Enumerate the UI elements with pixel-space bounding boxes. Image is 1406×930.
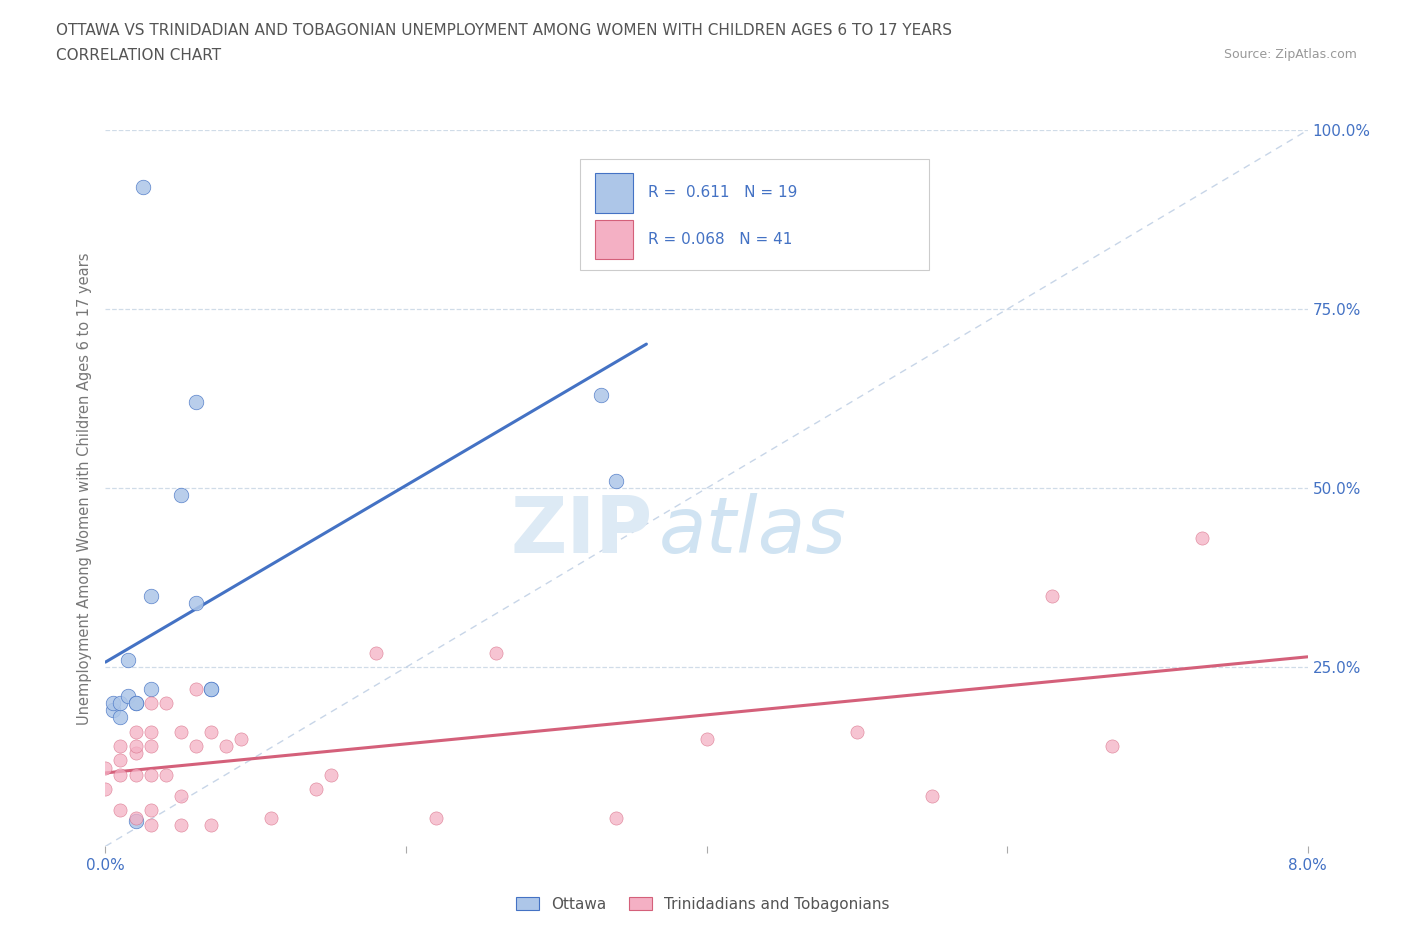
Point (124, 810, 146, 825)
Point (110, 738, 132, 753)
Point (260, 810, 283, 825)
Point (124, 696, 146, 711)
Point (110, 696, 132, 711)
Point (921, 789, 943, 804)
Text: Source: ZipAtlas.com: Source: ZipAtlas.com (1223, 48, 1357, 61)
Point (1040, 589, 1063, 604)
Point (139, 589, 162, 604)
Point (110, 753, 132, 768)
Point (124, 724, 146, 739)
Point (110, 804, 132, 818)
Point (155, 767, 177, 782)
Text: OTTAWA VS TRINIDADIAN AND TOBAGONIAN UNEMPLOYMENT AMONG WOMEN WITH CHILDREN AGES: OTTAWA VS TRINIDADIAN AND TOBAGONIAN UNE… (56, 23, 952, 38)
Point (425, 810, 447, 825)
Point (117, 653, 139, 668)
Text: R =  0.611   N = 19: R = 0.611 N = 19 (648, 185, 797, 200)
Point (124, 746, 146, 761)
Point (101, 703, 124, 718)
Point (591, 388, 613, 403)
Text: ZIP: ZIP (510, 493, 652, 569)
Point (124, 696, 146, 711)
Point (124, 767, 146, 782)
Point (200, 724, 222, 739)
Text: R = 0.068   N = 41: R = 0.068 N = 41 (648, 232, 792, 246)
Point (124, 814, 146, 829)
Point (1101, 738, 1123, 753)
Point (155, 696, 177, 711)
Point (605, 810, 627, 825)
Point (184, 738, 207, 753)
Point (139, 696, 162, 711)
Y-axis label: Unemployment Among Women with Children Ages 6 to 17 years: Unemployment Among Women with Children A… (77, 252, 93, 724)
Point (124, 738, 146, 753)
Point (485, 645, 508, 660)
Point (200, 682, 222, 697)
Point (319, 767, 342, 782)
Point (605, 473, 627, 488)
Point (94, 760, 117, 775)
Point (117, 688, 139, 703)
Point (169, 488, 191, 503)
Point (636, 227, 658, 242)
Text: atlas: atlas (658, 493, 846, 569)
Point (101, 696, 124, 711)
Point (200, 682, 222, 697)
Point (696, 732, 718, 747)
Point (139, 817, 162, 832)
Point (200, 817, 222, 832)
Point (139, 682, 162, 697)
Point (139, 767, 162, 782)
Point (94, 781, 117, 796)
Point (184, 682, 207, 697)
Point (1191, 531, 1213, 546)
FancyBboxPatch shape (581, 159, 929, 270)
Point (110, 710, 132, 724)
Point (169, 724, 191, 739)
Point (169, 789, 191, 804)
Point (169, 817, 191, 832)
Point (364, 645, 387, 660)
Point (139, 724, 162, 739)
Point (229, 732, 252, 747)
Legend: Ottawa, Trinidadians and Tobagonians: Ottawa, Trinidadians and Tobagonians (510, 890, 896, 918)
Point (139, 738, 162, 753)
Point (110, 767, 132, 782)
Point (214, 738, 236, 753)
Bar (595, 173, 633, 213)
Point (184, 595, 207, 610)
Point (132, 180, 155, 195)
Point (305, 781, 328, 796)
Bar (595, 219, 633, 259)
Point (139, 804, 162, 818)
Text: CORRELATION CHART: CORRELATION CHART (56, 48, 221, 63)
Point (184, 395, 207, 410)
Point (845, 724, 868, 739)
